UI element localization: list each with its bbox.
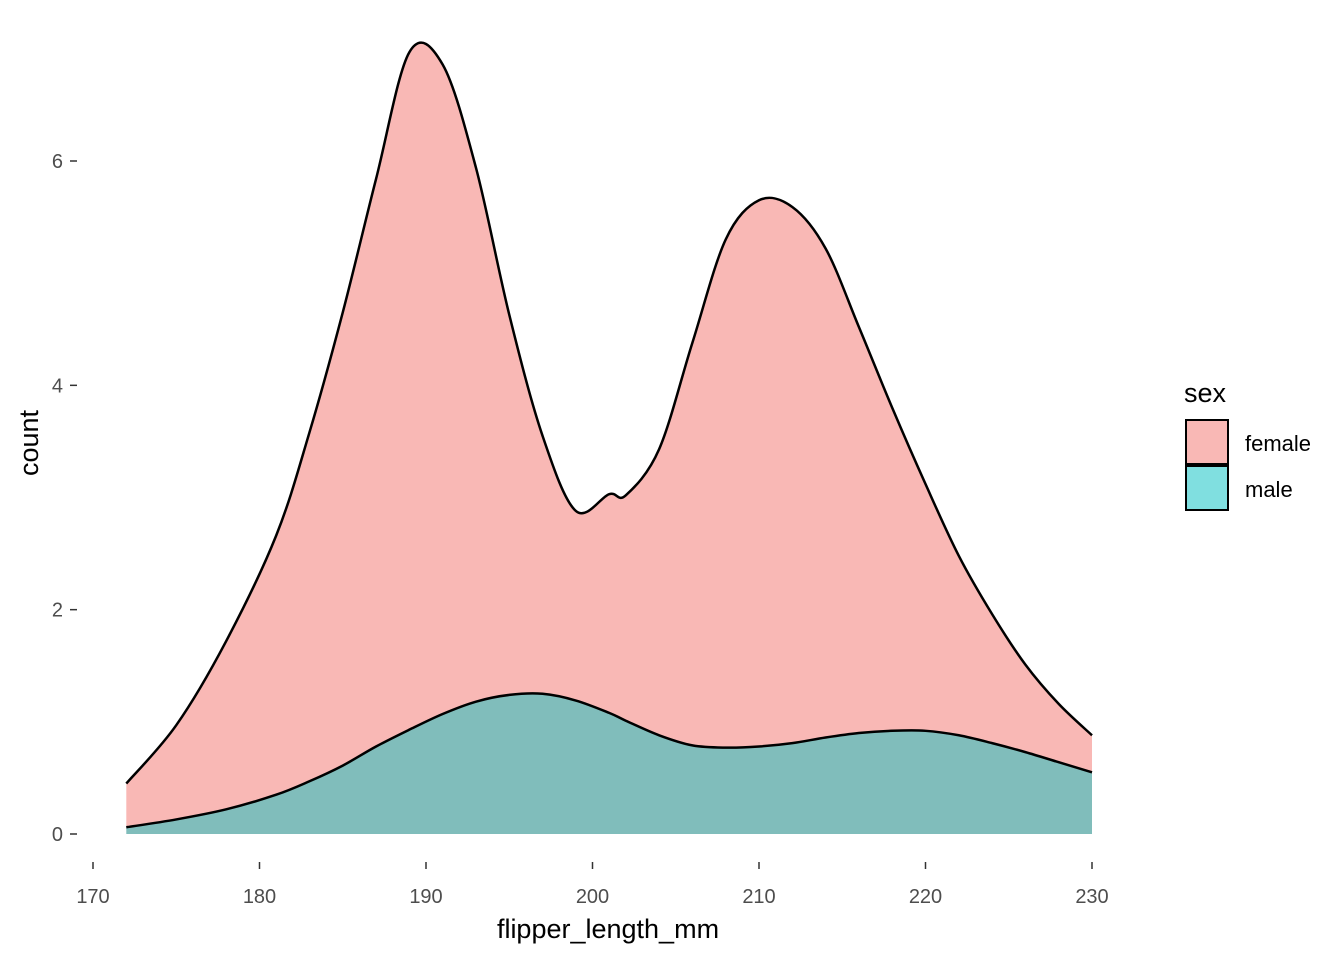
- area-male: [126, 693, 1093, 834]
- legend-title: sex: [1184, 378, 1227, 408]
- y-tick-label: 0: [52, 824, 63, 846]
- x-axis-ticks: 170 180 190 200 210 220 230: [76, 862, 1109, 908]
- line-male: [126, 692, 1093, 829]
- y-tick-label: 2: [52, 600, 63, 622]
- x-tick-label: 180: [243, 886, 276, 908]
- area-female: [126, 42, 1093, 828]
- x-tick-label: 230: [1075, 886, 1108, 908]
- y-tick-label: 6: [52, 151, 63, 173]
- x-tick-label: 200: [576, 886, 609, 908]
- y-axis-ticks: 0 2 4 6: [52, 151, 77, 846]
- x-tick-label: 190: [409, 886, 442, 908]
- x-tick-label: 170: [76, 886, 109, 908]
- legend-swatch-female: [1185, 419, 1229, 465]
- x-tick-label: 220: [909, 886, 942, 908]
- x-tick-label: 210: [742, 886, 775, 908]
- stacked-areas: [125, 41, 1093, 834]
- y-axis-title: count: [14, 409, 44, 476]
- legend-swatch-male: [1185, 465, 1229, 511]
- x-axis-title: flipper_length_mm: [497, 914, 719, 944]
- y-tick-label: 4: [52, 375, 63, 397]
- axes: 170 180 190 200 210 220 230 0 2 4 6: [52, 151, 1109, 908]
- line-female: [125, 41, 1093, 785]
- legend-label-female: female: [1245, 431, 1311, 456]
- legend-label-male: male: [1245, 477, 1293, 502]
- legend: sex female male: [1184, 378, 1311, 511]
